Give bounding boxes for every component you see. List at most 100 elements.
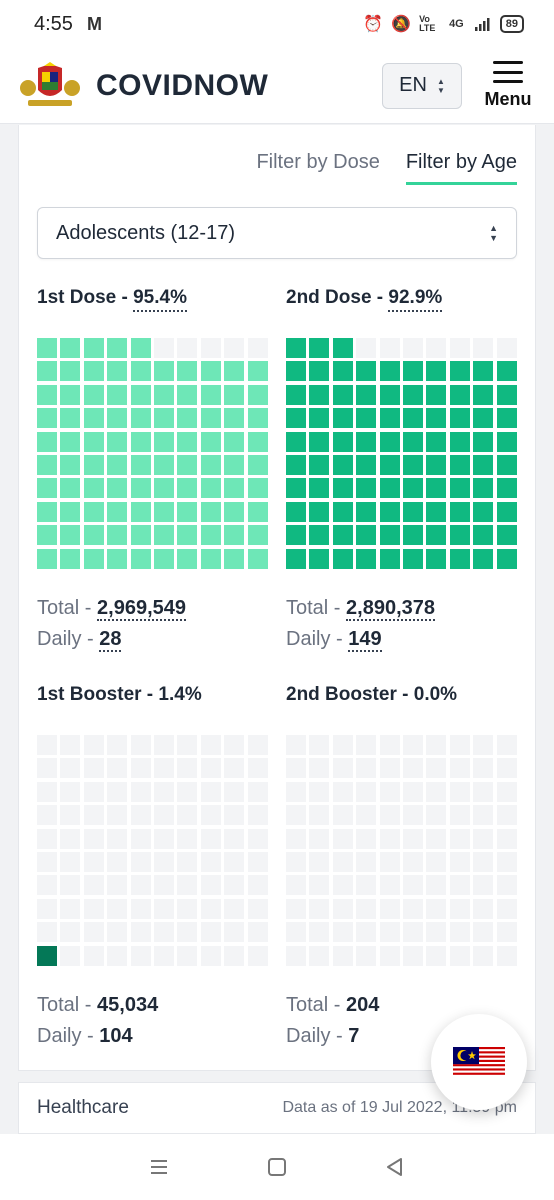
signal-icon: [472, 14, 492, 34]
waffle-cell: [200, 781, 221, 802]
waffle-cell: [60, 875, 81, 896]
dose-percentage[interactable]: 92.9%: [388, 287, 443, 312]
waffle-cell: [356, 338, 377, 358]
waffle-cell: [60, 758, 81, 779]
waffle-cell: [426, 338, 447, 358]
waffle-cell: [403, 828, 423, 849]
waffle-cell: [130, 735, 151, 755]
menu-button[interactable]: Menu: [480, 61, 536, 110]
waffle-cell: [177, 384, 198, 405]
waffle-cell: [177, 922, 198, 943]
waffle-grid: [286, 735, 518, 967]
waffle-cell: [426, 548, 447, 569]
app-header: COVIDNOW EN ▲ ▼ Menu: [0, 48, 554, 124]
waffle-cell: [332, 384, 353, 405]
waffle-cell: [37, 852, 57, 872]
waffle-cell: [130, 898, 151, 919]
waffle-cell: [426, 478, 447, 499]
total-value[interactable]: 2,890,378: [346, 597, 436, 621]
age-group-select[interactable]: Adolescents (12-17) ▲ ▼: [37, 207, 517, 259]
waffle-cell: [449, 455, 470, 475]
waffle-cell: [154, 455, 174, 475]
brand-title[interactable]: COVIDNOW: [96, 68, 269, 102]
waffle-cell: [177, 898, 198, 919]
waffle-cell: [37, 758, 57, 779]
waffle-cell: [60, 781, 81, 802]
waffle-cell: [83, 408, 104, 429]
waffle-cell: [449, 805, 470, 826]
waffle-cell: [379, 828, 400, 849]
panel-1st-dose: 1st Dose - 95.4% Total - 2,969,549 Daily…: [37, 287, 269, 657]
waffle-cell: [356, 501, 377, 522]
waffle-cell: [332, 875, 353, 896]
daily-value[interactable]: 149: [348, 628, 382, 652]
waffle-cell: [286, 455, 306, 475]
waffle-cell: [332, 361, 353, 382]
waffle-cell: [286, 501, 306, 522]
waffle-cell: [83, 852, 104, 872]
waffle-cell: [177, 455, 198, 475]
waffle-cell: [224, 875, 245, 896]
waffle-cell: [379, 501, 400, 522]
waffle-cell: [403, 852, 423, 872]
waffle-cell: [60, 548, 81, 569]
waffle-cell: [130, 384, 151, 405]
waffle-cell: [496, 828, 517, 849]
waffle-cell: [426, 384, 447, 405]
total-value[interactable]: 2,969,549: [97, 597, 187, 621]
waffle-cell: [332, 455, 353, 475]
daily-label: Daily -: [286, 1025, 349, 1047]
waffle-cell: [83, 758, 104, 779]
waffle-cell: [403, 525, 423, 546]
waffle-cell: [286, 478, 306, 499]
waffle-cell: [130, 431, 151, 452]
waffle-cell: [247, 781, 268, 802]
waffle-cell: [496, 478, 517, 499]
dose-percentage[interactable]: 95.4%: [133, 287, 187, 312]
waffle-cell: [107, 828, 128, 849]
tab-filter-by-age[interactable]: Filter by Age: [405, 151, 517, 185]
waffle-cell: [200, 338, 221, 358]
waffle-cell: [332, 338, 353, 358]
waffle-cell: [356, 455, 377, 475]
waffle-cell: [154, 431, 174, 452]
waffle-cell: [473, 875, 494, 896]
waffle-cell: [473, 361, 494, 382]
waffle-cell: [332, 431, 353, 452]
waffle-cell: [83, 455, 104, 475]
waffle-cell: [286, 338, 306, 358]
malaysia-coat-of-arms-logo[interactable]: [18, 61, 82, 110]
waffle-cell: [107, 478, 128, 499]
panel-title: 1st Dose - 95.4%: [37, 287, 269, 312]
waffle-cell: [286, 922, 306, 943]
malaysia-flag-button[interactable]: [431, 1014, 527, 1110]
waffle-cell: [473, 898, 494, 919]
waffle-cell: [200, 478, 221, 499]
waffle-cell: [130, 525, 151, 546]
waffle-cell: [309, 455, 330, 475]
age-group-value: Adolescents (12-17): [56, 221, 235, 244]
waffle-cell: [247, 735, 268, 755]
waffle-cell: [309, 478, 330, 499]
back-icon[interactable]: [383, 1155, 407, 1179]
waffle-cell: [473, 828, 494, 849]
waffle-cell: [130, 852, 151, 872]
waffle-cell: [332, 548, 353, 569]
waffle-cell: [449, 408, 470, 429]
waffle-cell: [496, 384, 517, 405]
recent-apps-icon[interactable]: [147, 1155, 171, 1179]
tab-filter-by-dose[interactable]: Filter by Dose: [256, 151, 380, 173]
waffle-cell: [379, 735, 400, 755]
waffle-cell: [130, 478, 151, 499]
gmail-notification-icon: M: [86, 13, 102, 34]
waffle-cell: [154, 338, 174, 358]
daily-value[interactable]: 28: [99, 628, 122, 652]
waffle-cell: [60, 735, 81, 755]
waffle-cell: [60, 384, 81, 405]
home-icon[interactable]: [265, 1155, 289, 1179]
daily-label: Daily -: [37, 628, 100, 650]
waffle-cell: [83, 828, 104, 849]
waffle-cell: [247, 455, 268, 475]
waffle-cell: [200, 735, 221, 755]
language-select[interactable]: EN ▲ ▼: [382, 62, 462, 109]
